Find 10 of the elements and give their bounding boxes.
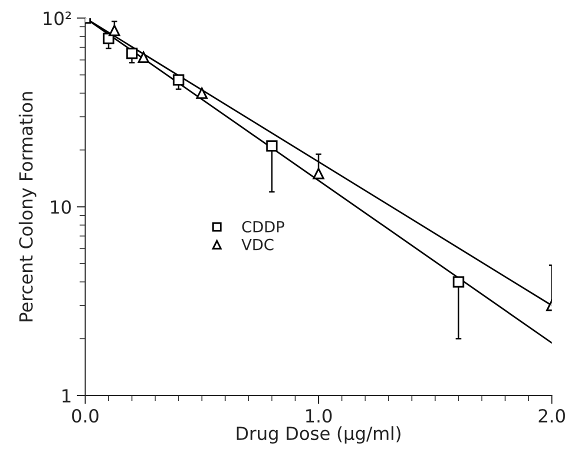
x-tick-label: 0.0: [72, 409, 98, 423]
y-axis-title: Percent Colony Formation: [18, 92, 36, 322]
y-tick-label: 10²: [44, 12, 71, 26]
x-axis-title: Drug Dose (µg/ml): [236, 426, 400, 444]
legend-label: VDC: [241, 238, 274, 250]
x-tick-label: 1.0: [306, 409, 332, 423]
y-tick-label: 1: [62, 389, 70, 402]
y-tick-label: 10: [51, 200, 71, 214]
x-tick-label: 2.0: [538, 409, 565, 423]
legend-label: CDDP: [242, 220, 284, 232]
